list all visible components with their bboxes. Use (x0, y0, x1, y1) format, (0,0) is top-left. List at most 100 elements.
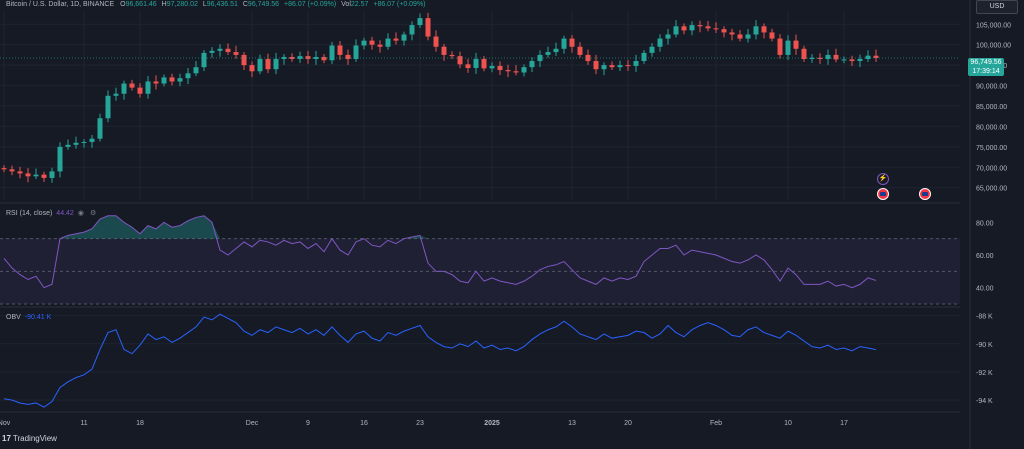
candle (705, 20, 711, 32)
rsi-axis-label: 80.00 (976, 220, 994, 227)
candle (9, 165, 15, 176)
candle-body (753, 26, 759, 35)
candle (209, 47, 215, 58)
candle-body (321, 56, 327, 61)
candle-body (633, 61, 639, 66)
candle-body (705, 26, 711, 29)
high-label: H (161, 1, 167, 8)
candle (521, 64, 527, 77)
rsi-axis-label: 60.00 (976, 253, 994, 260)
rsi-axis-label: 40.00 (976, 286, 994, 293)
candle-body (721, 29, 727, 33)
candle (33, 168, 39, 180)
candle-body (545, 52, 551, 55)
candle-body (713, 28, 719, 30)
candle-body (745, 34, 751, 39)
candle (353, 39, 359, 62)
candle-body (873, 55, 879, 58)
symbol-legend[interactable]: Bitcoin / U.S. Dollar, 1D, BINANCE O96,6… (6, 1, 426, 8)
candle-body (265, 59, 271, 70)
close-label: C (242, 1, 248, 8)
candle (193, 61, 199, 77)
candle (153, 75, 159, 90)
time-axis-label: 18 (136, 420, 144, 427)
candle-body (441, 46, 447, 55)
candle-body (217, 48, 223, 51)
settings-icon[interactable]: ⚙ (89, 210, 99, 217)
rsi-overbought-fill (4, 215, 876, 239)
candle (169, 73, 175, 86)
candle-body (49, 171, 55, 178)
candle (777, 34, 783, 59)
candle (537, 50, 543, 67)
candle-body (489, 65, 495, 69)
candle-body (521, 67, 527, 73)
candle (769, 28, 775, 42)
candle-body (577, 46, 583, 55)
candle (57, 142, 63, 178)
candle-body (25, 173, 31, 177)
candle (281, 54, 287, 65)
candle (249, 61, 255, 78)
candle-body (761, 26, 767, 33)
candle (561, 35, 567, 54)
time-axis-label: 16 (360, 420, 368, 427)
candle (297, 51, 303, 63)
candle-body (857, 59, 863, 62)
volume-label: Vol (341, 1, 351, 8)
candle-body (361, 40, 367, 46)
candle-body (113, 93, 119, 96)
candle (833, 48, 839, 63)
candle (1, 165, 7, 173)
candle-body (241, 54, 247, 66)
candle-body (505, 70, 511, 72)
candle-body (193, 67, 199, 74)
candle-body (673, 26, 679, 35)
candle-body (225, 48, 231, 53)
obv-line (3, 313, 877, 408)
candle (337, 41, 343, 60)
candle (617, 60, 623, 72)
currency-button[interactable]: USD (976, 0, 1018, 14)
candle-body (1, 168, 7, 170)
candle (457, 51, 463, 69)
candle-body (657, 38, 663, 47)
time-axis-label: 23 (416, 420, 424, 427)
low-value: 96,436.51 (206, 1, 238, 8)
candle-body (849, 59, 855, 62)
candle (465, 59, 471, 73)
volume-value: 22.57 (350, 1, 369, 8)
candle-body (345, 54, 351, 59)
candle-body (649, 46, 655, 53)
open-value: 96,661.46 (125, 1, 157, 8)
last-price-value: 96,749.56 (970, 59, 1002, 66)
candle-body (105, 95, 111, 119)
obv-legend[interactable]: OBV -90.41 K (6, 314, 51, 321)
eye-icon[interactable]: ◉ (77, 210, 86, 217)
obv-axis-label: -90 K (976, 342, 993, 349)
tradingview-logo[interactable]: 17 TradingView (2, 434, 57, 443)
us-flag-icon[interactable] (877, 188, 889, 200)
candle-body (825, 54, 831, 59)
lightning-icon[interactable]: ⚡ (877, 173, 889, 185)
candle (545, 46, 551, 58)
candle (481, 56, 487, 72)
time-axis-label: Nov (0, 420, 11, 427)
candle (449, 51, 455, 59)
candle (161, 74, 167, 87)
candle (809, 54, 815, 63)
low-label: L (202, 1, 207, 8)
candle-body (161, 77, 167, 84)
close-value: 96,749.56 (247, 1, 280, 8)
candle-body (145, 81, 151, 94)
candle-body (425, 18, 431, 37)
candle-body (177, 78, 183, 82)
candle-body (377, 44, 383, 47)
candle-body (569, 38, 575, 47)
us-flag-icon[interactable] (919, 188, 931, 200)
candle (385, 33, 391, 50)
candle-body (33, 174, 39, 177)
rsi-legend[interactable]: RSI (14, close) 44.42 ◉ ⚙ (6, 209, 98, 217)
candle (97, 113, 103, 142)
